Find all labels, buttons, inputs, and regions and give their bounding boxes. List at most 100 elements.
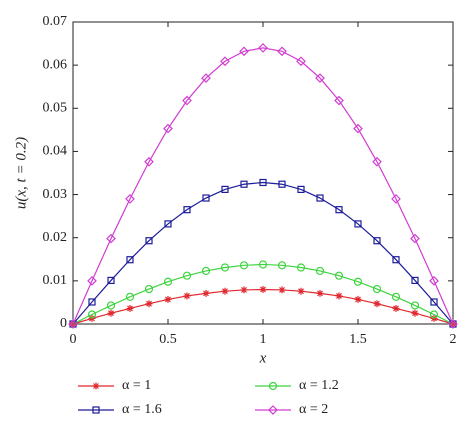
plot-frame [72,21,454,325]
marker [126,256,134,264]
x-axis-label: x [259,350,267,366]
marker [183,292,191,300]
marker [144,284,154,294]
marker [145,237,153,245]
marker [429,310,439,319]
x-tick-label: 0 [70,332,77,347]
marker [202,194,210,202]
marker [392,256,400,264]
marker [258,260,268,269]
marker [259,285,267,293]
legend-label: α = 1.6 [122,402,162,417]
marker [353,123,363,134]
marker [240,180,248,188]
marker [164,295,172,303]
marker [144,156,154,167]
marker [277,46,287,57]
marker [411,276,419,285]
marker [68,319,78,329]
marker [125,292,135,301]
marker [125,194,135,204]
marker [183,206,191,214]
y-tick-label: 0.06 [43,57,68,72]
legend-entry: α = 1 [78,378,151,393]
x-tick-label: 0.5 [159,332,177,347]
marker [220,263,230,272]
marker [182,271,192,280]
marker [448,319,458,329]
marker [411,309,419,317]
marker [277,261,287,270]
marker [258,43,268,53]
marker [373,237,381,245]
marker [372,284,382,294]
legend-marker [268,405,278,415]
legend-label: α = 1.2 [299,378,339,393]
legend-entry: α = 1.2 [255,378,339,393]
y-tick-label: 0.01 [43,273,68,288]
marker [297,287,305,295]
legend-entry: α = 1.6 [78,402,162,417]
legend-marker [92,406,100,414]
series-line [72,47,454,325]
y-axis-label: u(x, t = 0.2) [13,137,29,209]
marker [430,298,438,306]
legend-marker [268,381,278,391]
series-line [72,263,454,325]
marker [164,220,172,228]
marker [107,309,115,317]
marker [220,56,230,67]
marker [259,178,267,187]
x-tick-label: 1 [260,332,267,347]
marker [296,56,306,67]
marker [202,289,210,297]
y-tick-label: 0.02 [43,230,68,245]
x-tick-label: 1.5 [349,332,367,347]
marker [87,310,97,319]
legend-entry: α = 2 [255,402,328,417]
marker [391,292,401,301]
marker [410,233,420,244]
marker [354,220,362,228]
marker [391,194,401,204]
marker [163,277,173,286]
marker [297,185,305,193]
marker [145,300,153,308]
marker [449,320,457,328]
marker [240,286,248,294]
marker [429,276,439,286]
legend-label: α = 2 [299,402,328,417]
x-tick-label: 2 [450,332,457,347]
marker [221,185,229,193]
marker [353,277,363,286]
marker [201,73,211,83]
marker [87,276,97,286]
marker [315,266,325,276]
marker [106,233,116,244]
marker [334,95,344,106]
marker [239,261,249,270]
marker [201,266,211,276]
y-tick-label: 0.05 [43,101,68,116]
marker [126,304,134,312]
marker [182,95,192,106]
marker [334,271,344,280]
y-tick-label: 0.04 [43,144,68,159]
y-tick-label: 0.03 [43,187,68,202]
marker [410,301,420,310]
marker [316,194,324,202]
marker [107,276,115,285]
marker [163,123,173,134]
marker [392,304,400,312]
legend-label: α = 1 [122,378,151,393]
marker [239,46,249,57]
legend-marker [92,382,100,390]
series-line [72,181,454,325]
y-tick-label: 0.07 [43,14,68,29]
marker [221,287,229,295]
marker [335,292,343,300]
marker [88,298,96,306]
marker [373,300,381,308]
marker [278,286,286,294]
